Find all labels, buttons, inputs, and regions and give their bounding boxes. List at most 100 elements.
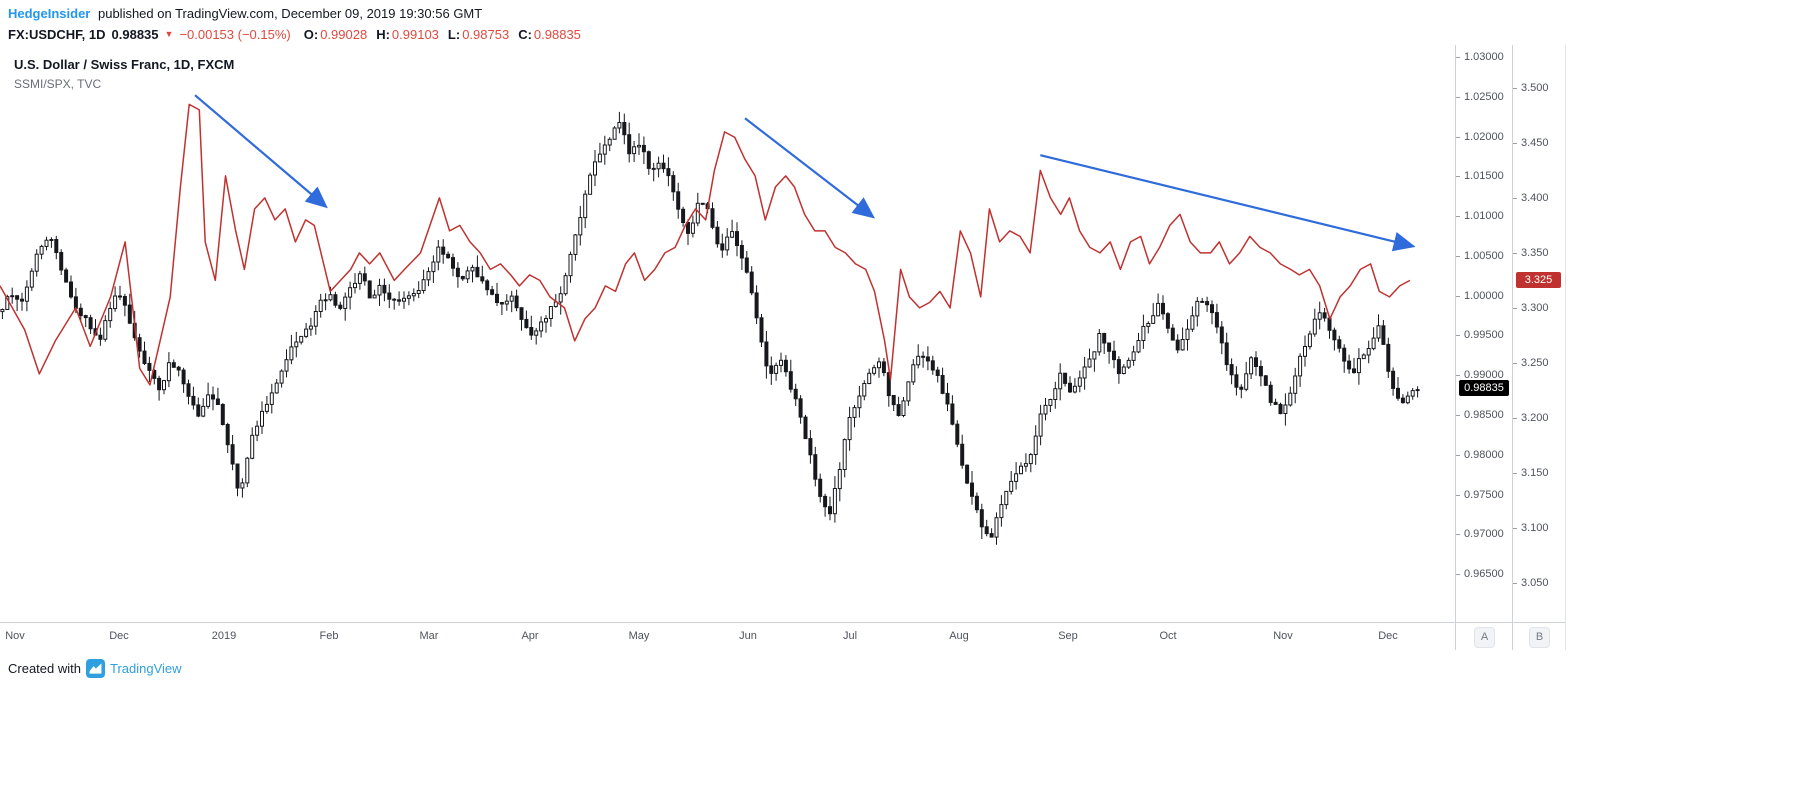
trend-arrow[interactable] xyxy=(1040,154,1416,252)
tradingview-brand-link[interactable]: TradingView xyxy=(109,661,182,676)
low-value: 0.98753 xyxy=(462,27,510,42)
created-with-text: Created with xyxy=(8,661,81,676)
publish-header: HedgeInsider published on TradingView.co… xyxy=(8,6,482,21)
symbol-bar: FX:USDCHF, 1D 0.98835 ▼ −0.00153 (−0.15%… xyxy=(8,27,581,42)
price-axis[interactable]: 0.98835 1.03000 1.02500 1.02000 1.01500 1.01… xyxy=(1455,45,1513,650)
time-axis-label: 2019 xyxy=(211,630,237,642)
down-triangle-icon: ▼ xyxy=(164,29,174,39)
price-tick-label: 0.97000 xyxy=(1456,527,1504,541)
publish-info-text: published on TradingView.com, December 0… xyxy=(97,6,483,21)
close-value: 0.98835 xyxy=(533,27,581,42)
ratio-tick-label: 3.050 xyxy=(1513,576,1549,590)
candle-wicks xyxy=(1,111,1419,545)
tick-dash xyxy=(1513,252,1517,254)
tick-dash xyxy=(1456,136,1460,138)
time-axis-label: Apr xyxy=(521,630,539,642)
tick-dash xyxy=(1513,197,1517,199)
trend-arrow[interactable] xyxy=(744,117,875,219)
price-tick-label: 0.98000 xyxy=(1456,448,1504,462)
last-price-badge: 0.98835 xyxy=(1459,380,1509,396)
tick-dash xyxy=(1456,96,1460,98)
ratio-last-badge: 3.325 xyxy=(1516,272,1561,288)
chart-plot-area[interactable] xyxy=(0,45,1455,622)
tick-dash xyxy=(1456,374,1460,376)
time-axis-label: Nov xyxy=(1273,630,1293,642)
price-tick-label: 0.96500 xyxy=(1456,567,1504,581)
price-change: −0.00153 (−0.15%) xyxy=(179,27,291,42)
ratio-tick-label: 3.500 xyxy=(1513,81,1549,95)
open-label: O: xyxy=(303,27,319,42)
trend-arrow[interactable] xyxy=(194,94,328,209)
price-tick-label: 0.99500 xyxy=(1456,328,1504,342)
time-axis-label: Dec xyxy=(1378,630,1398,642)
ratio-tick-label: 3.100 xyxy=(1513,521,1549,535)
chart-title: U.S. Dollar / Swiss Franc, 1D, FXCM xyxy=(14,57,235,72)
tick-dash xyxy=(1513,362,1517,364)
price-tick-label: 1.01000 xyxy=(1456,209,1504,223)
tick-dash xyxy=(1456,533,1460,535)
tick-dash xyxy=(1456,414,1460,416)
ratio-tick-label: 3.300 xyxy=(1513,301,1549,315)
down-candles xyxy=(15,122,1405,538)
tick-dash xyxy=(1513,527,1517,529)
footer: Created with TradingView xyxy=(8,659,182,678)
chart-subtitle: SSMI/SPX, TVC xyxy=(14,77,102,91)
price-tick-label: 1.02500 xyxy=(1456,90,1504,104)
time-axis-label: Mar xyxy=(419,630,439,642)
author-link[interactable]: HedgeInsider xyxy=(8,6,91,21)
ratio-tick-label: 3.400 xyxy=(1513,191,1549,205)
tick-dash xyxy=(1513,472,1517,474)
tick-dash xyxy=(1456,454,1460,456)
high-value: 0.99103 xyxy=(391,27,439,42)
time-axis-label: May xyxy=(628,630,650,642)
low-label: L: xyxy=(447,27,461,42)
ratio-axis[interactable]: 3.325 3.500 3.450 3.400 3.350 3.300 3.250 3.20… xyxy=(1512,45,1566,650)
price-tick-label: 0.98500 xyxy=(1456,408,1504,422)
tick-dash xyxy=(1456,334,1460,336)
time-axis-separator xyxy=(0,622,1565,623)
scale-button-b[interactable]: B xyxy=(1529,627,1550,648)
up-candles xyxy=(0,122,1420,538)
time-axis-label: Dec xyxy=(109,630,129,642)
tick-dash xyxy=(1456,494,1460,496)
ratio-tick-label: 3.150 xyxy=(1513,466,1549,480)
tick-dash xyxy=(1456,573,1460,575)
symbol-name: FX:USDCHF, 1D xyxy=(8,27,106,42)
close-label: C: xyxy=(518,27,532,42)
ohlc-group: O: 0.99028 H: 0.99103 L: 0.98753 C: 0.98… xyxy=(297,27,581,42)
tick-dash xyxy=(1456,255,1460,257)
time-axis-label: Jun xyxy=(739,630,757,642)
time-axis-label: Oct xyxy=(1159,630,1177,642)
price-tick-label: 1.00500 xyxy=(1456,249,1504,263)
tick-dash xyxy=(1513,582,1517,584)
time-axis-label: Aug xyxy=(949,630,969,642)
ratio-line-series xyxy=(0,103,1411,386)
price-tick-label: 0.99000 xyxy=(1456,368,1504,382)
time-axis[interactable]: Nov Dec 2019 Feb Mar Apr May Jun Jul Aug Sep Oct Nov… xyxy=(0,623,1455,650)
chart-legend: U.S. Dollar / Swiss Franc, 1D, FXCM SSMI… xyxy=(14,57,234,91)
ratio-tick-label: 3.200 xyxy=(1513,411,1549,425)
time-axis-label: Feb xyxy=(319,630,339,642)
ratio-tick-label: 3.250 xyxy=(1513,356,1549,370)
time-axis-label: Jul xyxy=(842,630,858,642)
tradingview-logo-icon[interactable] xyxy=(85,659,105,678)
tick-dash xyxy=(1456,56,1460,58)
tick-dash xyxy=(1456,215,1460,217)
price-tick-label: 1.01500 xyxy=(1456,169,1504,183)
tick-dash xyxy=(1513,142,1517,144)
price-tick-label: 1.00000 xyxy=(1456,289,1504,303)
time-axis-label: Sep xyxy=(1058,630,1078,642)
tick-dash xyxy=(1456,175,1460,177)
scale-button-a[interactable]: A xyxy=(1474,627,1495,648)
tick-dash xyxy=(1513,417,1517,419)
high-label: H: xyxy=(376,27,390,42)
price-tick-label: 1.02000 xyxy=(1456,130,1504,144)
tick-dash xyxy=(1513,307,1517,309)
last-price: 0.98835 xyxy=(111,27,159,42)
ratio-tick-label: 3.350 xyxy=(1513,246,1549,260)
price-tick-label: 0.97500 xyxy=(1456,488,1504,502)
time-axis-label: Nov xyxy=(5,630,25,642)
ratio-tick-label: 3.450 xyxy=(1513,136,1549,150)
chart-plot-svg[interactable] xyxy=(0,45,1455,622)
